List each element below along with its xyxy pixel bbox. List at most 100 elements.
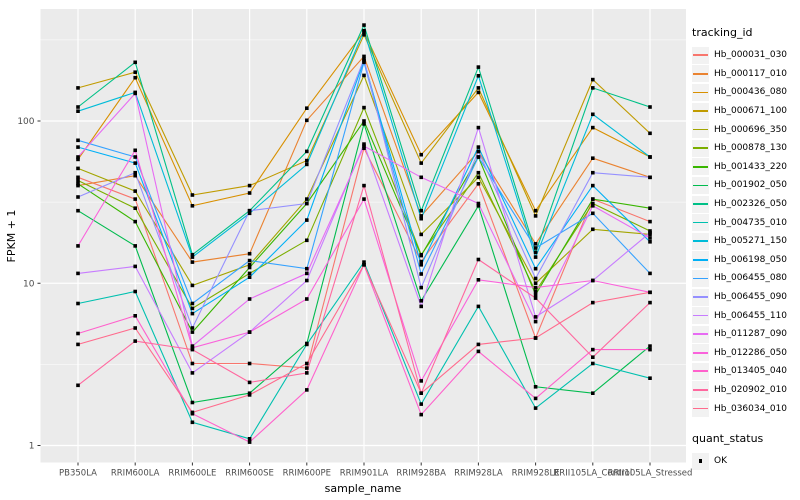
- legend-row: Hb_013405_040: [692, 362, 800, 381]
- data-point: [591, 355, 595, 359]
- data-point: [362, 146, 366, 150]
- legend-label: Hb_011287_090: [714, 329, 788, 340]
- data-point: [247, 208, 252, 213]
- data-point: [648, 300, 652, 305]
- data-point: [591, 112, 595, 117]
- data-point: [76, 342, 80, 347]
- data-point: [648, 344, 652, 348]
- legend-key-Hb_000878_130: [692, 139, 709, 157]
- data-point: [362, 28, 366, 33]
- plot-panel: 1 10 100 PB350LA RRIM600LA RRIM600LE RRIM600SE…: [17, 9, 692, 479]
- data-point: [305, 297, 309, 301]
- data-point: [76, 331, 80, 336]
- data-point: [190, 301, 195, 306]
- data-point: [419, 259, 423, 264]
- data-point: [648, 290, 652, 295]
- legend-row: Hb_001902_050: [692, 176, 800, 195]
- legend-key-Hb_011287_090: [692, 325, 709, 343]
- legend-label: Hb_001433_220: [714, 161, 788, 172]
- data-point: [419, 152, 423, 157]
- data-point: [190, 283, 195, 288]
- legend-row: Hb_006455_090: [692, 288, 800, 307]
- data-point: [591, 278, 595, 283]
- data-point: [190, 255, 195, 259]
- legend-label: Hb_000696_350: [714, 124, 788, 135]
- legend-label: Hb_012286_050: [714, 347, 788, 358]
- data-point: [133, 173, 137, 178]
- data-point: [76, 109, 80, 113]
- legend-title-quant-status: quant_status: [692, 431, 764, 445]
- data-point: [476, 74, 481, 78]
- legend-label: Hb_006455_090: [714, 292, 788, 303]
- data-point: [476, 175, 481, 180]
- legend-row-ok: OK: [692, 452, 800, 471]
- data-point: [190, 193, 195, 197]
- x-axis-title: sample_name: [325, 482, 402, 495]
- data-point: [533, 276, 538, 281]
- data-point: [591, 125, 595, 130]
- data-point: [533, 385, 538, 389]
- legend-line-swatch: [693, 72, 708, 75]
- legend-key-Hb_000696_350: [692, 121, 709, 139]
- data-point: [591, 156, 595, 160]
- data-point: [419, 214, 423, 218]
- data-point: [190, 204, 195, 208]
- data-point: [76, 244, 80, 248]
- x-tick-label: RRIM901LA: [340, 469, 389, 479]
- ok-point-key: [692, 452, 709, 470]
- data-point: [76, 271, 80, 276]
- data-point: [591, 197, 595, 201]
- legend-label: Hb_001902_050: [714, 180, 788, 191]
- legend-line-swatch: [693, 389, 708, 391]
- data-point: [76, 155, 80, 159]
- data-point: [476, 257, 481, 262]
- legend-line-swatch: [693, 296, 708, 298]
- legend-key-Hb_000671_100: [692, 102, 709, 120]
- legend-line-swatch: [693, 333, 708, 335]
- legend-key-Hb_004735_010: [692, 214, 709, 232]
- legend-row: Hb_000117_010: [692, 65, 800, 84]
- data-point: [476, 182, 481, 186]
- data-point: [133, 75, 137, 80]
- legend-key-Hb_036034_010: [692, 400, 709, 418]
- legend-row: Hb_005271_150: [692, 232, 800, 251]
- data-point: [476, 349, 481, 354]
- legend-line-swatch: [693, 184, 708, 187]
- data-point: [476, 125, 481, 130]
- data-point: [247, 297, 252, 301]
- data-point: [76, 86, 80, 90]
- data-point: [190, 400, 195, 405]
- legend-row: Hb_000671_100: [692, 102, 800, 121]
- legend-label: Hb_004735_010: [714, 217, 788, 228]
- data-point: [591, 77, 595, 82]
- data-point: [190, 306, 195, 311]
- data-point: [476, 149, 481, 154]
- legend-label: Hb_020902_010: [714, 384, 788, 395]
- data-point: [476, 278, 481, 282]
- legend-key-Hb_006455_090: [692, 288, 709, 306]
- legend-line-swatch: [693, 203, 708, 205]
- data-point: [533, 214, 538, 218]
- data-point: [190, 311, 195, 316]
- data-point: [362, 122, 366, 126]
- legend-key-Hb_006455_080: [692, 269, 709, 287]
- data-point: [648, 206, 652, 210]
- data-point: [133, 161, 137, 165]
- x-tick-label: RRIM928BA: [396, 469, 446, 479]
- data-point: [362, 33, 366, 37]
- data-point: [76, 208, 80, 213]
- x-tick-label: RRII105LA_Stressed: [608, 469, 693, 479]
- legend-row: Hb_000878_130: [692, 139, 800, 158]
- data-point: [533, 255, 538, 259]
- legend-row: Hb_020902_010: [692, 381, 800, 400]
- legend-key-Hb_000031_030: [692, 46, 709, 64]
- legend-row: Hb_000031_030: [692, 46, 800, 65]
- data-point: [133, 70, 137, 74]
- data-point: [591, 86, 595, 90]
- data-point: [533, 406, 538, 410]
- legend-label: Hb_000031_030: [714, 50, 788, 61]
- data-point: [533, 319, 538, 324]
- data-point: [648, 236, 652, 240]
- data-point: [76, 182, 80, 186]
- legend-line-swatch: [693, 110, 708, 112]
